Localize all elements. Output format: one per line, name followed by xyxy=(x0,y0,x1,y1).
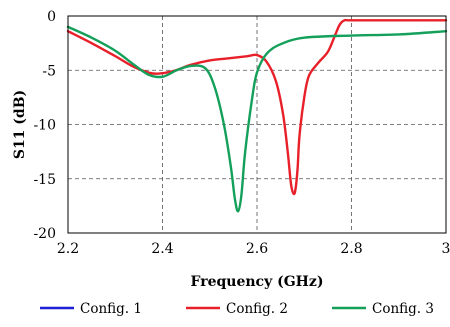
y-tick-label: -15 xyxy=(33,172,56,188)
y-tick-label: -5 xyxy=(42,63,56,79)
series-line-2 xyxy=(66,18,448,196)
y-tick-label: 0 xyxy=(47,9,56,25)
y-tick-labels: 0 -5 -10 -15 -20 xyxy=(33,9,56,242)
x-tick-label: 2.8 xyxy=(340,241,362,257)
x-tick-label: 2.6 xyxy=(246,241,268,257)
legend: Config. 1 Config. 2 Config. 3 xyxy=(40,301,434,317)
legend-label-1: Config. 1 xyxy=(80,301,142,317)
y-tick-label: -10 xyxy=(33,118,56,134)
series-lines xyxy=(66,18,448,213)
y-axis-label: S11 (dB) xyxy=(12,90,28,159)
legend-label-2: Config. 2 xyxy=(226,301,288,317)
x-tick-labels: 2.2 2.4 2.6 2.8 3 xyxy=(57,241,450,257)
x-tick-label: 2.4 xyxy=(151,241,173,257)
x-tick-label: 3 xyxy=(442,241,450,257)
plot-border xyxy=(67,15,447,234)
legend-label-3: Config. 3 xyxy=(372,301,434,317)
series-line-3 xyxy=(66,25,448,213)
x-tick-label: 2.2 xyxy=(57,241,79,257)
x-axis-label: Frequency (GHz) xyxy=(191,274,324,290)
y-tick-label: -20 xyxy=(33,226,56,242)
